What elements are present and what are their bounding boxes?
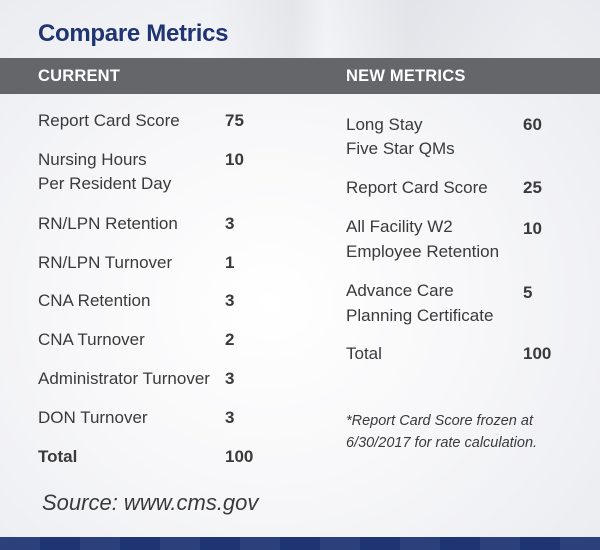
new-value-total: 100 xyxy=(523,344,552,363)
new-value-long-stay: 60 xyxy=(523,115,542,134)
current-label-cna-retention: CNA Retention xyxy=(38,291,151,310)
footnote-line-2: 6/30/2017 for rate calculation. xyxy=(346,435,538,451)
footnote-line-1: *Report Card Score frozen at xyxy=(346,413,533,429)
current-value-rn-lpn-retention: 3 xyxy=(225,214,235,233)
background-watermark xyxy=(210,0,540,58)
new-label-w2-retention-2: Employee Retention xyxy=(346,242,500,261)
column-header-bar: CURRENT NEW METRICS xyxy=(0,58,600,94)
current-value-rn-lpn-turnover: 1 xyxy=(225,253,235,272)
new-label-total: Total xyxy=(346,344,382,363)
current-label-nursing-hours-2: Per Resident Day xyxy=(38,174,172,193)
footnote: *Report Card Score frozen at 6/30/2017 f… xyxy=(346,410,561,454)
current-value-cna-turnover: 2 xyxy=(225,330,235,349)
new-label-report-card: Report Card Score xyxy=(346,178,488,197)
footer-stripe xyxy=(0,537,600,550)
current-header: CURRENT xyxy=(38,67,121,85)
new-value-report-card: 25 xyxy=(523,178,542,197)
new-label-advance-care-1: Advance Care xyxy=(346,281,454,300)
current-label-rn-lpn-turnover: RN/LPN Turnover xyxy=(38,253,173,272)
current-label-don-turnover: DON Turnover xyxy=(38,408,148,427)
current-value-cna-retention: 3 xyxy=(225,291,235,310)
current-value-administrator-turnover: 3 xyxy=(225,369,235,388)
current-label-administrator-turnover: Administrator Turnover xyxy=(38,369,210,388)
current-label-rn-lpn-retention: RN/LPN Retention xyxy=(38,214,178,233)
new-metrics-header: NEW METRICS xyxy=(346,67,466,85)
current-value-don-turnover: 3 xyxy=(225,408,235,427)
current-value-total: 100 xyxy=(225,447,254,466)
current-label-nursing-hours-1: Nursing Hours xyxy=(38,150,147,169)
new-label-long-stay-2: Five Star QMs xyxy=(346,139,455,158)
new-value-w2-retention: 10 xyxy=(523,219,542,238)
page-title: Compare Metrics xyxy=(38,20,229,47)
new-label-w2-retention-1: All Facility W2 xyxy=(346,217,453,236)
new-label-long-stay-1: Long Stay xyxy=(346,115,423,134)
footer-bar xyxy=(0,537,600,550)
new-label-advance-care-2: Planning Certificate xyxy=(346,306,494,325)
current-value-report-card: 75 xyxy=(225,111,244,130)
current-label-report-card: Report Card Score xyxy=(38,111,180,130)
source-citation: Source: www.cms.gov xyxy=(42,490,259,515)
current-label-cna-turnover: CNA Turnover xyxy=(38,330,145,349)
current-label-total: Total xyxy=(38,447,78,466)
new-value-advance-care: 5 xyxy=(523,283,533,302)
current-value-nursing-hours: 10 xyxy=(225,150,244,169)
